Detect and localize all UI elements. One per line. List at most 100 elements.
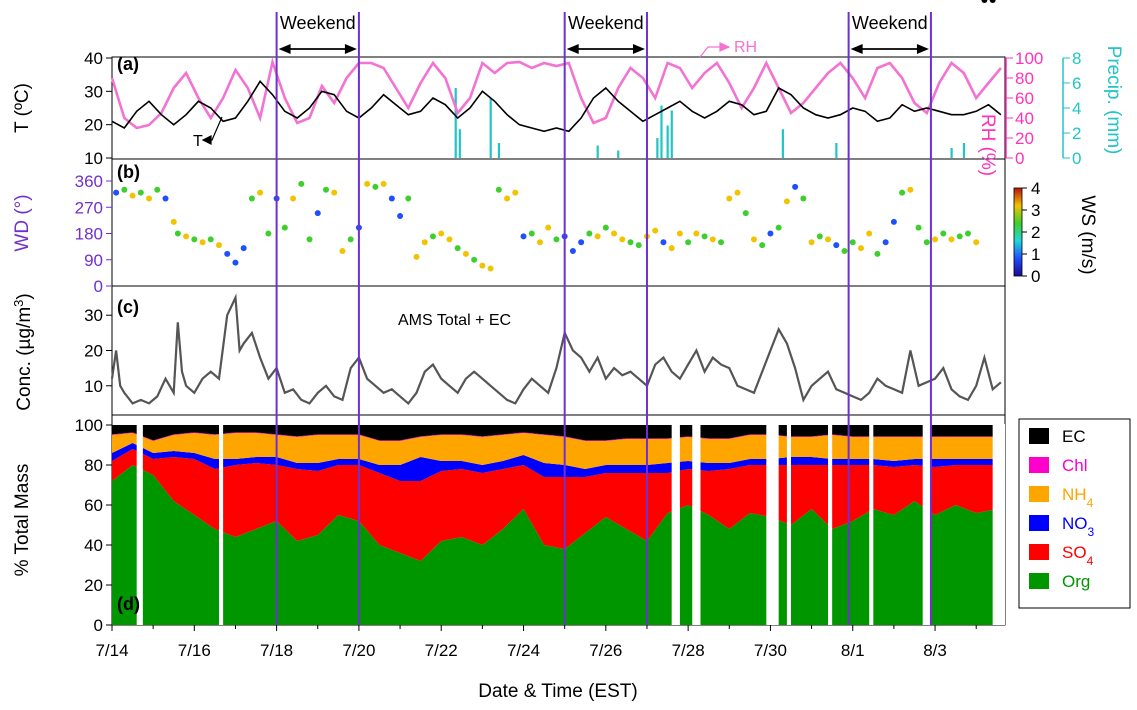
precip-tick-label: 4 xyxy=(1072,99,1081,118)
wd-point xyxy=(170,218,177,225)
wd-point xyxy=(825,236,832,243)
wd-point xyxy=(569,248,576,254)
panel-d-ytick-label: 80 xyxy=(84,456,103,475)
panel-a-ylabel: T (ºC) xyxy=(12,83,33,133)
panel-d-stacked-area xyxy=(112,424,1005,625)
wd-point xyxy=(454,245,461,252)
wd-point xyxy=(495,186,502,193)
panel-c-ylabel: Conc. (µg/m3) xyxy=(11,293,36,410)
wd-point xyxy=(619,236,626,243)
precip-bar xyxy=(458,129,461,158)
wd-point xyxy=(578,239,585,246)
panel-a-ytick-label: 20 xyxy=(84,116,103,135)
wd-point xyxy=(915,224,922,231)
wd-point xyxy=(536,239,543,246)
panel-b-frame xyxy=(111,158,1006,287)
precip-axis-label: Precip. (mm) xyxy=(1103,46,1124,155)
wd-point xyxy=(586,230,593,237)
data-gap-5 xyxy=(786,424,792,625)
wd-point xyxy=(388,195,395,202)
wd-point xyxy=(154,186,161,193)
wd-point xyxy=(973,239,980,246)
rh-tick-label: 100 xyxy=(1015,49,1043,68)
wd-point xyxy=(775,224,782,231)
precip-tick-label: 8 xyxy=(1072,49,1081,68)
wd-point xyxy=(248,195,255,202)
wd-point xyxy=(923,239,930,246)
wd-point xyxy=(528,230,535,237)
wd-point xyxy=(833,242,840,249)
data-gap-6 xyxy=(828,424,833,625)
panel-a-met xyxy=(110,57,1002,158)
rh-tick-label: 0 xyxy=(1015,149,1024,168)
wd-point xyxy=(709,236,716,243)
legend-swatch-org xyxy=(1029,573,1049,589)
panel-a-frame xyxy=(111,56,1006,160)
rh-tick-label: 60 xyxy=(1015,89,1034,108)
rh-arrow-icon xyxy=(699,42,731,58)
precip-bar xyxy=(454,88,457,158)
wd-point xyxy=(874,250,881,257)
wd-point xyxy=(800,195,807,202)
wd-point xyxy=(857,245,864,252)
ws-colorbar xyxy=(1013,187,1023,277)
wd-point xyxy=(652,227,659,234)
wd-point xyxy=(718,239,725,246)
panel-b-ytick-label: 270 xyxy=(75,198,103,217)
precip-bar xyxy=(497,143,501,158)
wd-point xyxy=(866,230,873,237)
wd-point xyxy=(964,230,971,237)
wd-point xyxy=(783,198,790,205)
colorbar-tick-label: 1 xyxy=(1031,245,1040,264)
panel-b-ytick-label: 180 xyxy=(75,225,103,244)
wd-point xyxy=(380,180,387,187)
x-tick-label: 8/3 xyxy=(923,641,947,660)
x-tick-label: 7/28 xyxy=(672,641,705,660)
wd-point xyxy=(479,262,486,269)
wd-point xyxy=(339,248,346,254)
wd-point xyxy=(750,236,757,243)
panel-c-label: (c) xyxy=(117,297,139,317)
ws-colorbar-label: WS (m/s) xyxy=(1077,195,1098,274)
t-line xyxy=(111,79,1002,133)
wd-point xyxy=(520,233,527,240)
wd-point xyxy=(257,189,264,196)
wd-point xyxy=(849,239,856,246)
wd-point xyxy=(471,256,478,263)
wd-point xyxy=(512,189,519,196)
concentration-line xyxy=(110,293,1002,405)
precip-bar xyxy=(962,143,966,158)
wd-point xyxy=(372,183,379,190)
x-tick-label: 7/24 xyxy=(507,641,540,660)
panel-a-label: (a) xyxy=(117,54,139,74)
wd-point xyxy=(215,242,222,249)
x-tick-label: 7/26 xyxy=(589,641,622,660)
data-gap-1 xyxy=(218,424,224,625)
data-gap-8 xyxy=(922,424,931,625)
panel-b-ytick-label: 360 xyxy=(75,172,103,191)
panel-d-ytick-label: 20 xyxy=(84,576,103,595)
wd-point xyxy=(322,186,329,193)
wd-point xyxy=(183,233,190,240)
precip-bar xyxy=(781,129,784,158)
rh-tick-label: 40 xyxy=(1015,109,1034,128)
legend-label-org: Org xyxy=(1062,572,1090,591)
precip-bar xyxy=(670,110,673,158)
precip-bar xyxy=(489,98,492,158)
wd-point xyxy=(899,189,906,196)
data-gap-7 xyxy=(869,424,874,625)
wd-point xyxy=(129,192,136,199)
wd-point xyxy=(121,186,128,193)
panel-a-ytick-label: 30 xyxy=(84,82,103,101)
wd-point xyxy=(413,253,420,260)
x-tick-label: 7/16 xyxy=(178,641,211,660)
wd-point xyxy=(693,230,700,237)
wd-point xyxy=(948,236,955,243)
wd-point xyxy=(553,236,560,243)
panel-a-ytick-label: 40 xyxy=(84,49,103,68)
wd-point xyxy=(635,242,642,249)
legend-swatch-ec xyxy=(1029,428,1049,444)
data-gap-0 xyxy=(136,424,143,625)
